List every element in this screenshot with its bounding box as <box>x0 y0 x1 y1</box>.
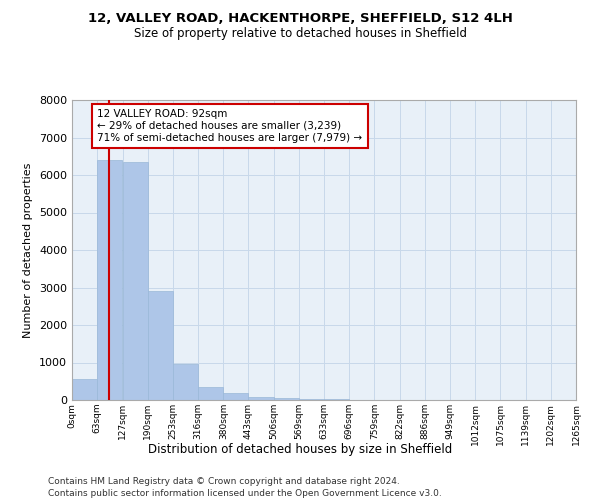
Text: Contains HM Land Registry data © Crown copyright and database right 2024.: Contains HM Land Registry data © Crown c… <box>48 478 400 486</box>
Bar <box>72 380 97 400</box>
Text: Distribution of detached houses by size in Sheffield: Distribution of detached houses by size … <box>148 442 452 456</box>
Bar <box>223 394 248 400</box>
Bar <box>274 398 299 400</box>
Bar <box>122 162 148 400</box>
Text: 12, VALLEY ROAD, HACKENTHORPE, SHEFFIELD, S12 4LH: 12, VALLEY ROAD, HACKENTHORPE, SHEFFIELD… <box>88 12 512 26</box>
Bar <box>148 291 173 400</box>
Bar <box>173 364 198 400</box>
Y-axis label: Number of detached properties: Number of detached properties <box>23 162 34 338</box>
Text: 12 VALLEY ROAD: 92sqm
← 29% of detached houses are smaller (3,239)
71% of semi-d: 12 VALLEY ROAD: 92sqm ← 29% of detached … <box>97 110 362 142</box>
Text: Contains public sector information licensed under the Open Government Licence v3: Contains public sector information licen… <box>48 489 442 498</box>
Bar <box>198 387 223 400</box>
Bar <box>97 160 122 400</box>
Bar <box>299 398 324 400</box>
Text: Size of property relative to detached houses in Sheffield: Size of property relative to detached ho… <box>133 28 467 40</box>
Bar <box>248 396 274 400</box>
Bar <box>324 399 349 400</box>
